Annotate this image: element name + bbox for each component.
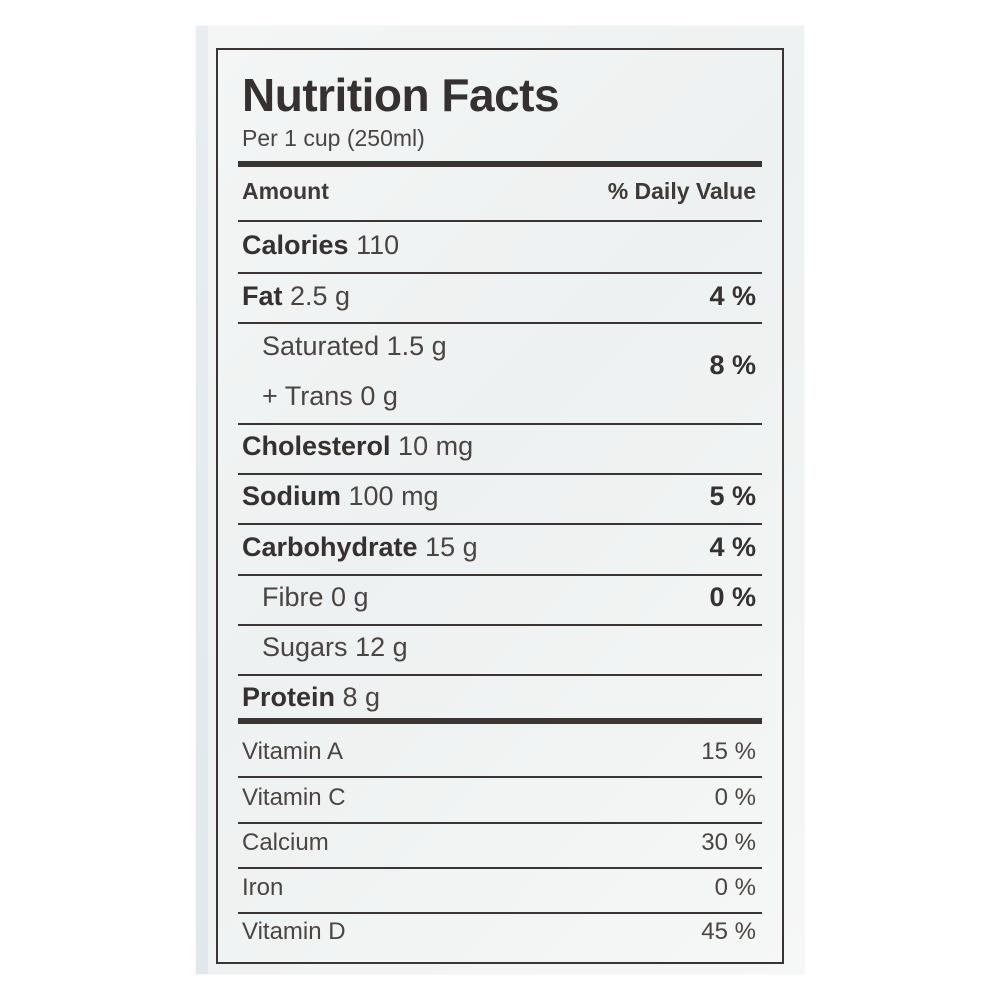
- vitamin-label: Vitamin C: [242, 784, 346, 811]
- divider: [238, 272, 762, 274]
- carbohydrate-label: Carbohydrate: [242, 532, 418, 562]
- label-title: Nutrition Facts: [242, 69, 560, 121]
- fat-row: Fat 2.5 g 4 %: [242, 281, 756, 312]
- vitamin-row: Vitamin D 45 %: [242, 918, 756, 946]
- serving-size: Per 1 cup (250ml): [242, 125, 425, 151]
- divider: [238, 574, 762, 576]
- fibre-row: Fibre 0 g 0 %: [262, 582, 756, 613]
- divider-thick: [238, 718, 762, 724]
- fat-dv: 4 %: [709, 281, 756, 311]
- sodium-label: Sodium: [242, 481, 341, 511]
- divider: [238, 220, 762, 222]
- vitamin-label: Calcium: [242, 829, 329, 856]
- saturated-value: 1.5 g: [386, 331, 447, 361]
- carbohydrate-dv: 4 %: [709, 532, 756, 562]
- cholesterol-label: Cholesterol: [242, 431, 391, 461]
- divider: [238, 322, 762, 324]
- trans-label: + Trans: [262, 381, 353, 411]
- vitamin-row: Vitamin A 15 %: [242, 738, 756, 766]
- vitamin-row: Iron 0 %: [242, 874, 756, 902]
- daily-value-header: % Daily Value: [607, 178, 756, 204]
- fibre-value: 0 g: [331, 582, 369, 612]
- divider: [238, 912, 762, 914]
- fat-value: 2.5 g: [290, 281, 351, 311]
- divider: [238, 473, 762, 475]
- divider: [238, 423, 762, 425]
- saturated-label: Saturated: [262, 331, 380, 361]
- sodium-dv: 5 %: [709, 481, 756, 511]
- trans-row: + Trans 0 g: [262, 381, 756, 412]
- vitamin-label: Vitamin A: [242, 738, 343, 765]
- divider: [238, 822, 762, 824]
- divider: [238, 776, 762, 778]
- trans-value: 0 g: [360, 381, 398, 411]
- vitamin-dv: 45 %: [701, 918, 756, 945]
- vitamin-dv: 0 %: [714, 874, 756, 901]
- carbohydrate-value: 15 g: [425, 532, 478, 562]
- vitamin-label: Vitamin D: [242, 918, 346, 945]
- divider: [238, 624, 762, 626]
- column-header-row: Amount % Daily Value: [242, 178, 756, 205]
- sodium-value: 100 mg: [348, 481, 439, 511]
- saturated-trans-dv: 8 %: [709, 350, 756, 380]
- fibre-dv: 0 %: [709, 582, 756, 612]
- cholesterol-row: Cholesterol 10 mg: [242, 431, 756, 462]
- divider: [238, 674, 762, 676]
- fibre-label: Fibre: [262, 582, 324, 612]
- protein-value: 8 g: [342, 682, 381, 712]
- protein-label: Protein: [242, 682, 336, 712]
- divider: [238, 867, 762, 869]
- nutrition-facts-panel: Nutrition Facts Per 1 cup (250ml) Amount…: [216, 48, 784, 964]
- sugars-value: 12 g: [355, 632, 408, 662]
- package-print-fragment: [468, 974, 688, 1000]
- saturated-row: Saturated 1.5 g: [262, 331, 756, 362]
- calories-label: Calories: [242, 230, 349, 260]
- sugars-row: Sugars 12 g: [262, 632, 756, 663]
- divider: [238, 523, 762, 525]
- vitamin-dv: 15 %: [701, 738, 756, 765]
- cholesterol-value: 10 mg: [398, 431, 474, 461]
- vitamin-row: Vitamin C 0 %: [242, 784, 756, 812]
- vitamin-dv: 0 %: [714, 784, 756, 811]
- carbohydrate-row: Carbohydrate 15 g 4 %: [242, 532, 756, 563]
- amount-header: Amount: [242, 178, 329, 204]
- sodium-row: Sodium 100 mg 5 %: [242, 481, 756, 512]
- calories-row: Calories 110: [242, 230, 756, 261]
- package-background: [196, 26, 804, 974]
- divider-thick: [238, 161, 762, 167]
- vitamin-dv: 30 %: [701, 829, 756, 856]
- vitamin-label: Iron: [242, 874, 284, 901]
- fat-label: Fat: [242, 281, 283, 311]
- calories-value: 110: [356, 230, 400, 260]
- vitamin-row: Calcium 30 %: [242, 829, 756, 857]
- protein-row: Protein 8 g: [242, 682, 756, 713]
- sugars-label: Sugars: [262, 632, 348, 662]
- package-edge: [196, 26, 208, 974]
